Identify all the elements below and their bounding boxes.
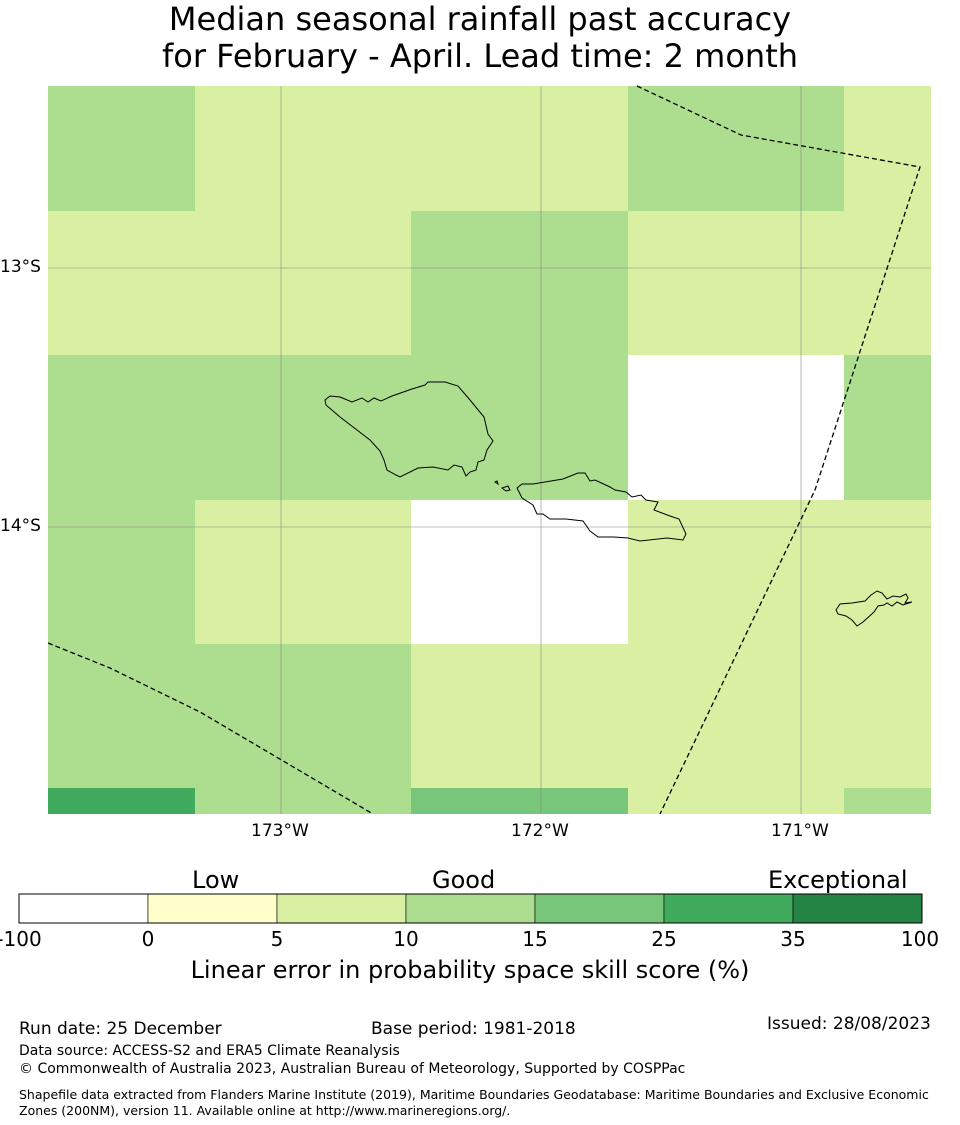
- graticule: [48, 86, 931, 814]
- colorbar-tick-5: 15: [522, 927, 548, 951]
- data-source: Data source: ACCESS-S2 and ERA5 Climate …: [19, 1043, 400, 1059]
- map-title-line-1: Median seasonal rainfall past accuracy: [168, 0, 792, 38]
- apolima-island: [494, 480, 499, 486]
- colorbar-tick-3: 5: [270, 927, 284, 951]
- colorbar-segment: [405, 893, 536, 924]
- colorbar-tick-6: 25: [651, 927, 677, 951]
- grid-cell: [844, 788, 931, 814]
- eez-boundaries: [47, 85, 921, 815]
- lat-label-13s: 13°S: [0, 257, 41, 277]
- grid-cell: [195, 788, 411, 814]
- base-period: Base period: 1981-2018: [371, 1019, 576, 1039]
- grid-cell: [48, 86, 195, 211]
- grid-cell: [48, 500, 195, 644]
- colorbar-segment: [663, 893, 794, 924]
- grid-cell: [48, 211, 195, 355]
- grid-cell: [628, 644, 844, 788]
- colorbar-tick-4: 10: [393, 927, 419, 951]
- issued-date: Issued: 28/08/2023: [767, 1014, 931, 1034]
- map-title-line-2: for February - April. Lead time: 2 month: [161, 37, 799, 75]
- grid-cell: [411, 355, 628, 500]
- grid-cell: [844, 500, 931, 644]
- colorbar-segment: [276, 893, 407, 924]
- grid-cell: [195, 644, 411, 788]
- colorbar-segment: [18, 893, 149, 924]
- lat-label-14s: 14°S: [0, 516, 41, 536]
- grid-cell: [48, 644, 195, 788]
- grid-cell: [411, 500, 628, 644]
- grid-cell: [628, 788, 844, 814]
- lon-label-172w: 172°W: [511, 821, 569, 841]
- grid-cell: [844, 211, 931, 355]
- colorbar-tick-7: 35: [780, 927, 806, 951]
- grid-cell: [195, 500, 411, 644]
- run-date: Run date: 25 December: [19, 1019, 222, 1039]
- grid-cell: [411, 211, 628, 355]
- grid-cell: [195, 86, 411, 211]
- skill-grid: [48, 86, 931, 814]
- upolu-island: [516, 472, 687, 542]
- grid-cell: [628, 500, 844, 644]
- colorbar: [18, 893, 923, 924]
- grid-cell: [628, 86, 844, 211]
- grid-cell: [844, 355, 931, 500]
- islands: [324, 381, 913, 627]
- manono-island: [500, 485, 511, 492]
- colorbar-title: Linear error in probability space skill …: [190, 956, 750, 984]
- colorbar-tick-8: 100: [900, 927, 940, 951]
- colorbar-segment: [534, 893, 665, 924]
- shapefile-credit: Shapefile data extracted from Flanders M…: [19, 1087, 929, 1118]
- colorbar-segments: [18, 893, 923, 924]
- colorbar-tick-1: -100: [0, 927, 42, 951]
- grid-cell: [628, 211, 844, 355]
- grid-cell: [411, 86, 628, 211]
- tutuila-island: [835, 590, 913, 627]
- category-label-low: Low: [192, 866, 240, 894]
- grid-cell: [844, 86, 931, 211]
- grid-cell: [844, 644, 931, 788]
- colorbar-segment: [792, 893, 923, 924]
- copyright: © Commonwealth of Australia 2023, Austra…: [19, 1061, 686, 1077]
- grid-cell: [195, 355, 411, 500]
- grid-cell: [48, 788, 195, 814]
- category-label-exceptional: Exceptional: [768, 866, 908, 894]
- grid-cell: [411, 644, 628, 788]
- grid-cell: [628, 355, 844, 500]
- colorbar-segment: [147, 893, 278, 924]
- lon-label-171w: 171°W: [771, 821, 829, 841]
- colorbar-tick-2: 0: [141, 927, 155, 951]
- colorbar-frame: [18, 893, 923, 924]
- eez-boundary-east: [636, 85, 921, 815]
- savaii-island: [324, 381, 494, 478]
- lon-label-173w: 173°W: [251, 821, 309, 841]
- grid-cell: [48, 355, 195, 500]
- grid-cell: [195, 211, 411, 355]
- eez-boundary-southwest: [47, 642, 374, 815]
- grid-cell: [411, 788, 628, 814]
- category-label-good: Good: [432, 866, 496, 894]
